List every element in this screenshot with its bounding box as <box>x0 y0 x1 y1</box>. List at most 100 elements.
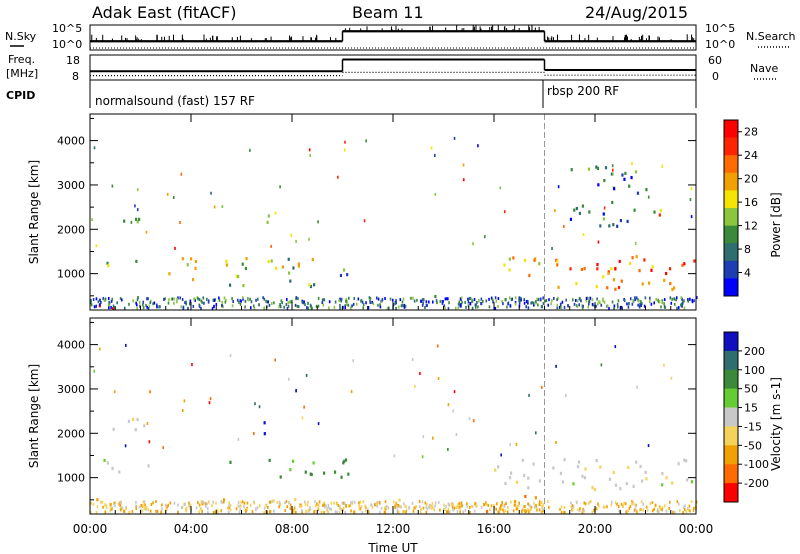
range-cell <box>455 505 458 510</box>
ground-cell <box>507 301 510 305</box>
ground-cell <box>644 296 647 300</box>
range-cell <box>556 259 559 263</box>
isolated-cell <box>611 164 614 168</box>
range-cell <box>521 458 524 462</box>
ground-cell <box>491 298 494 302</box>
ground-cell <box>360 298 363 302</box>
ground-cell <box>396 505 398 509</box>
range-cell <box>651 265 654 269</box>
ground-cell <box>155 500 157 504</box>
ground-cell <box>422 506 425 510</box>
range-cell <box>267 259 270 264</box>
ground-cell <box>395 299 397 303</box>
ground-cell <box>538 500 541 504</box>
ground-cell <box>628 506 631 510</box>
range-cell <box>289 279 292 283</box>
ground-cell <box>90 300 92 304</box>
nsky-label: N.Sky <box>5 30 37 43</box>
ground-cell <box>139 304 141 308</box>
range-cell <box>523 473 526 478</box>
range-cell <box>118 470 121 474</box>
ground-cell <box>317 508 320 512</box>
ground-cell <box>453 506 456 510</box>
ground-cell <box>142 300 145 304</box>
ground-cell <box>283 305 285 309</box>
range-cell <box>575 206 578 211</box>
ground-cell <box>284 501 287 505</box>
ground-cell <box>664 305 667 309</box>
ground-cell <box>485 299 488 303</box>
ground-cell <box>559 508 561 512</box>
range-cell <box>591 485 594 490</box>
colorbar-tick-label: 28 <box>744 126 758 139</box>
cpid-segment-1: normalsound (fast) 157 RF <box>95 94 255 108</box>
isolated-cell <box>647 444 650 448</box>
range-cell <box>561 480 565 484</box>
ground-cell <box>192 304 195 308</box>
range-cell <box>279 475 282 479</box>
ground-cell <box>495 502 498 506</box>
range-cell <box>617 285 621 290</box>
range-cell <box>503 263 506 267</box>
range-cell <box>532 462 535 466</box>
ground-cell <box>265 299 267 303</box>
range-cell <box>673 286 676 290</box>
range-cell <box>606 286 609 290</box>
ground-cell <box>518 296 521 300</box>
range-cell <box>603 178 606 183</box>
ground-cell <box>239 504 242 508</box>
ground-cell <box>396 508 399 512</box>
ground-cell <box>109 506 112 510</box>
isolated-cell <box>437 376 440 380</box>
ground-cell <box>447 307 450 311</box>
ground-cell <box>520 298 522 302</box>
ground-cell <box>377 303 379 307</box>
range-cell <box>494 468 497 472</box>
range-cell <box>599 224 602 228</box>
isolated-cell <box>663 363 665 367</box>
ground-cell <box>142 306 145 310</box>
power-colorbar: 28 24 20 16 12 8 4 <box>723 119 758 297</box>
ground-cell <box>218 298 221 302</box>
ground-cell <box>461 504 463 508</box>
range-cell <box>127 419 131 423</box>
range-cell <box>342 501 345 505</box>
ground-cell <box>567 304 569 308</box>
ground-cell <box>563 510 565 514</box>
ground-cell <box>690 500 693 504</box>
range-cell <box>632 484 635 488</box>
isolated-cell <box>172 196 175 200</box>
range-cell <box>573 208 576 212</box>
ground-cell <box>372 302 375 306</box>
freq-label: Freq. <box>8 53 35 66</box>
ground-cell <box>565 298 568 302</box>
ground-cell <box>96 505 99 509</box>
ground-cell <box>256 506 259 510</box>
ground-cell <box>632 298 634 302</box>
ground-cell <box>104 297 107 301</box>
range-cell <box>608 477 612 481</box>
cpid-row: CPID normalsound (fast) 157 RF rbsp 200 … <box>6 80 697 108</box>
ground-cell <box>252 304 255 308</box>
range-cell <box>581 204 585 208</box>
ground-cell <box>681 304 683 308</box>
range-cell <box>526 508 530 512</box>
range-cell <box>134 428 137 432</box>
isolated-cell <box>270 244 272 248</box>
cpid-label: CPID <box>6 89 35 102</box>
ground-cell <box>578 297 581 301</box>
isolated-cell <box>484 235 486 239</box>
ground-cell <box>660 305 662 309</box>
range-cell <box>311 257 314 262</box>
range-cell <box>618 259 621 264</box>
range-cell <box>123 509 126 513</box>
isolated-cell <box>166 192 169 196</box>
ground-cell <box>547 303 550 307</box>
ground-cell <box>212 298 215 302</box>
ground-cell <box>635 508 637 512</box>
isolated-cell <box>352 359 354 363</box>
ground-cell <box>682 505 685 509</box>
ground-cell <box>163 297 165 301</box>
ground-cell <box>188 504 191 508</box>
range-cell <box>610 267 613 271</box>
